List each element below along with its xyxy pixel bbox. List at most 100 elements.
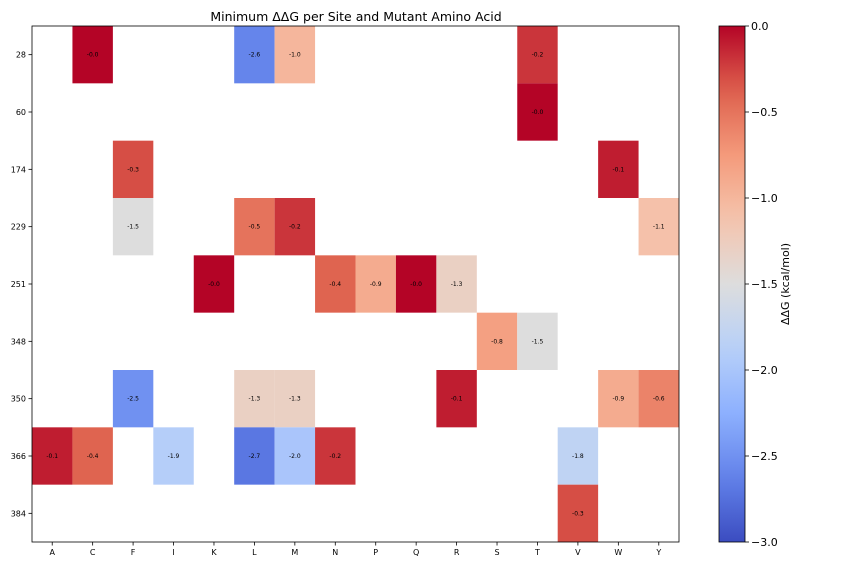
x-tick-label-R: R bbox=[454, 548, 460, 557]
heatmap-cell-229-F bbox=[112, 198, 154, 256]
colorbar-tick-label-3: −1.5 bbox=[751, 278, 778, 291]
cell-label-366-M: -2.0 bbox=[289, 453, 301, 460]
y-tick-label-174: 174 bbox=[11, 165, 26, 174]
x-tick-label-T: T bbox=[534, 548, 540, 557]
heatmap-cell-229-Y bbox=[638, 198, 679, 256]
x-tick-label-N: N bbox=[332, 548, 338, 557]
cell-label-366-A: -0.1 bbox=[46, 453, 58, 460]
colorbar-tick-label-4: −2.0 bbox=[751, 364, 778, 377]
cell-label-229-Y: -1.1 bbox=[653, 224, 665, 231]
heatmap-cell-366-A bbox=[32, 427, 73, 485]
heatmap-cell-350-L bbox=[234, 370, 275, 428]
heatmap-cell-28-M bbox=[274, 26, 316, 84]
x-tick-label-M: M bbox=[291, 548, 298, 557]
heatmap-cell-28-T bbox=[517, 26, 558, 84]
cell-label-174-F: -0.3 bbox=[127, 166, 139, 173]
heatmap-cell-251-R bbox=[436, 255, 477, 313]
y-axis: 28 60 174 229 251 348 350 366 384 bbox=[11, 51, 32, 518]
heatmap-cell-366-M bbox=[274, 427, 316, 485]
heatmap-cell-174-W bbox=[598, 140, 639, 198]
heatmap-cell-174-F bbox=[112, 140, 154, 198]
heatmap-cell-350-F bbox=[112, 370, 154, 428]
heatmap-cell-350-W bbox=[598, 370, 639, 428]
x-tick-label-L: L bbox=[252, 548, 257, 557]
cell-label-251-N: -0.4 bbox=[329, 281, 341, 288]
colorbar-tick-label-0: 0.0 bbox=[751, 20, 769, 33]
heatmap-cell-350-Y bbox=[638, 370, 679, 428]
cell-label-366-N: -0.2 bbox=[329, 453, 341, 460]
cell-label-28-L: -2.6 bbox=[249, 52, 261, 59]
cell-label-366-V: -1.8 bbox=[572, 453, 584, 460]
heatmap-cell-366-L bbox=[234, 427, 275, 485]
cell-label-350-M: -1.3 bbox=[289, 396, 301, 403]
cell-label-28-T: -0.2 bbox=[532, 52, 544, 59]
y-tick-label-28: 28 bbox=[16, 51, 26, 60]
x-tick-label-K: K bbox=[211, 548, 217, 557]
x-tick-label-Y: Y bbox=[655, 548, 661, 557]
cell-label-28-M: -1.0 bbox=[289, 52, 301, 59]
y-tick-label-350: 350 bbox=[11, 395, 26, 404]
heatmap-cell-366-V bbox=[557, 427, 599, 485]
heatmap-cell-384-V bbox=[557, 484, 599, 542]
cell-label-384-V: -0.3 bbox=[572, 510, 584, 517]
x-tick-label-A: A bbox=[49, 548, 55, 557]
cell-label-350-F: -2.5 bbox=[127, 396, 139, 403]
colorbar-tick-label-2: −1.0 bbox=[751, 192, 778, 205]
x-tick-label-V: V bbox=[575, 548, 581, 557]
heatmap-cell-60-T bbox=[517, 83, 558, 141]
cell-label-28-C: -0.0 bbox=[87, 52, 99, 59]
y-tick-label-348: 348 bbox=[11, 337, 26, 346]
heatmap-cell-366-N bbox=[315, 427, 356, 485]
y-tick-label-384: 384 bbox=[11, 509, 26, 518]
x-tick-label-I: I bbox=[172, 548, 174, 557]
heatmap-cell-348-T bbox=[517, 312, 558, 370]
heatmap-cell-251-P bbox=[355, 255, 396, 313]
colorbar-ticks: 0.0 −0.5 −1.0 −1.5 −2.0 −2.5 −3.0 bbox=[745, 20, 778, 549]
x-tick-label-P: P bbox=[373, 548, 378, 557]
cell-label-251-Q: -0.0 bbox=[410, 281, 422, 288]
heatmap-cell-350-R bbox=[436, 370, 477, 428]
y-tick-label-366: 366 bbox=[11, 452, 26, 461]
y-tick-label-229: 229 bbox=[11, 223, 26, 232]
heatmap-cell-229-L bbox=[234, 198, 275, 256]
x-tick-label-W: W bbox=[614, 548, 622, 557]
x-tick-label-Q: Q bbox=[413, 548, 419, 557]
heatmap-cell-348-S bbox=[476, 312, 518, 370]
y-tick-label-60: 60 bbox=[16, 108, 26, 117]
cell-label-174-W: -0.1 bbox=[612, 166, 624, 173]
cell-label-251-P: -0.9 bbox=[370, 281, 382, 288]
cell-label-348-S: -0.8 bbox=[491, 338, 503, 345]
cell-label-366-L: -2.7 bbox=[249, 453, 261, 460]
heatmap-cell-251-Q bbox=[395, 255, 437, 313]
y-tick-label-251: 251 bbox=[11, 280, 26, 289]
heatmap-cell-28-C bbox=[72, 26, 113, 84]
cell-label-348-T: -1.5 bbox=[532, 338, 544, 345]
cell-label-60-T: -0.0 bbox=[532, 109, 544, 116]
heatmap-cell-366-C bbox=[72, 427, 113, 485]
cell-label-366-C: -0.4 bbox=[87, 453, 99, 460]
colorbar-tick-label-5: −2.5 bbox=[751, 450, 778, 463]
heatmap-cell-251-K bbox=[193, 255, 235, 313]
cell-label-350-R: -0.1 bbox=[451, 396, 463, 403]
colorbar bbox=[718, 25, 746, 543]
cell-label-229-F: -1.5 bbox=[127, 224, 139, 231]
colorbar-tick-label-6: −3.0 bbox=[751, 536, 778, 549]
cell-label-350-Y: -0.6 bbox=[653, 396, 665, 403]
cell-label-229-L: -0.5 bbox=[249, 224, 261, 231]
cell-label-229-M: -0.2 bbox=[289, 224, 301, 231]
heatmap-cell-229-M bbox=[274, 198, 316, 256]
x-tick-label-C: C bbox=[90, 548, 96, 557]
colorbar-label: ΔΔG (kcal/mol) bbox=[779, 243, 792, 325]
heatmap-cell-28-L bbox=[234, 26, 275, 84]
x-tick-label-F: F bbox=[131, 548, 136, 557]
cell-label-350-W: -0.9 bbox=[612, 396, 624, 403]
heatmap-cells: -0.0 -2.6 -1.0 -0.2 -0.0 -0.3 -0.1 -1.5 -0.5 -0.2… bbox=[32, 26, 679, 542]
cell-label-366-I: -1.9 bbox=[168, 453, 180, 460]
heatmap-cell-350-M bbox=[274, 370, 316, 428]
cell-label-251-R: -1.3 bbox=[451, 281, 463, 288]
chart-title: Minimum ΔΔG per Site and Mutant Amino Ac… bbox=[210, 9, 501, 24]
heatmap-cell-251-N bbox=[315, 255, 356, 313]
colorbar-tick-label-1: −0.5 bbox=[751, 106, 778, 119]
